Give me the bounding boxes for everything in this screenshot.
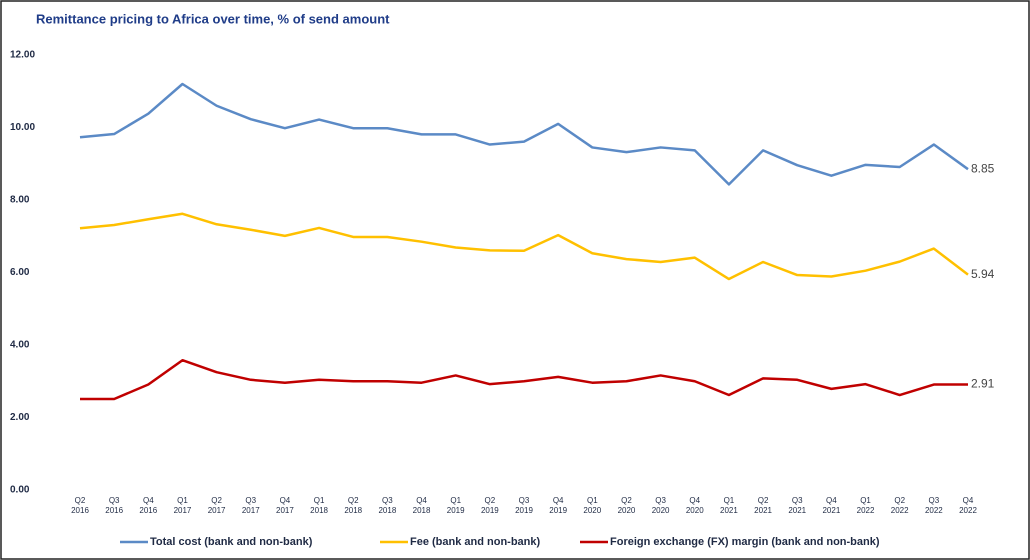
- x-tick-label: Q2: [621, 496, 632, 505]
- x-tick-label: 2016: [71, 506, 89, 515]
- x-tick-label: 2020: [652, 506, 670, 515]
- legend-label: Foreign exchange (FX) margin (bank and n…: [610, 536, 880, 548]
- series-line: [79, 82, 969, 186]
- x-tick-label: 2022: [925, 506, 943, 515]
- chart-title: Remittance pricing to Africa over time, …: [36, 11, 390, 26]
- legend-label: Total cost (bank and non-bank): [150, 536, 313, 548]
- x-tick-label: Q3: [655, 496, 666, 505]
- x-tick-label: 2016: [139, 506, 157, 515]
- x-tick-label: Q3: [109, 496, 120, 505]
- x-tick-label: 2021: [754, 506, 772, 515]
- x-tick-label: Q3: [792, 496, 803, 505]
- x-tick-label: 2019: [549, 506, 567, 515]
- end-label: 8.85: [971, 161, 995, 175]
- x-tick-label: 2016: [105, 506, 123, 515]
- end-label: 5.94: [971, 267, 995, 281]
- x-tick-label: Q4: [826, 496, 837, 505]
- x-tick-label: 2022: [857, 506, 875, 515]
- legend-label: Fee (bank and non-bank): [410, 536, 541, 548]
- series-line: [80, 358, 968, 401]
- x-tick-label: 2018: [344, 506, 362, 515]
- x-tick-label: 2018: [413, 506, 431, 515]
- x-tick-label: Q1: [314, 496, 325, 505]
- x-tick-label: Q4: [143, 496, 154, 505]
- y-tick-label: 4.00: [10, 340, 30, 351]
- x-tick-label: 2022: [891, 506, 909, 515]
- x-tick-label: 2017: [276, 506, 294, 515]
- y-tick-label: 8.00: [10, 195, 30, 206]
- x-tick-label: Q1: [587, 496, 598, 505]
- y-tick-label: 0.00: [10, 485, 30, 496]
- x-tick-label: 2020: [618, 506, 636, 515]
- x-tick-label: 2018: [378, 506, 396, 515]
- x-tick-label: 2017: [208, 506, 226, 515]
- x-tick-label: 2018: [310, 506, 328, 515]
- x-tick-label: 2021: [788, 506, 806, 515]
- x-tick-label: Q2: [485, 496, 496, 505]
- x-tick-label: Q3: [929, 496, 940, 505]
- series-line: [79, 212, 969, 281]
- x-tick-label: Q4: [280, 496, 291, 505]
- x-tick-label: 2021: [822, 506, 840, 515]
- y-tick-label: 6.00: [10, 267, 30, 278]
- x-tick-label: Q3: [382, 496, 393, 505]
- x-tick-label: 2017: [174, 506, 192, 515]
- x-tick-label: Q2: [75, 496, 86, 505]
- x-tick-label: Q4: [689, 496, 700, 505]
- y-tick-label: 12.00: [10, 50, 35, 61]
- y-tick-label: 2.00: [10, 412, 30, 423]
- x-tick-label: Q2: [211, 496, 222, 505]
- x-tick-label: 2019: [515, 506, 533, 515]
- x-tick-label: Q2: [348, 496, 359, 505]
- x-tick-label: Q4: [553, 496, 564, 505]
- x-tick-label: Q1: [450, 496, 461, 505]
- x-tick-label: 2019: [481, 506, 499, 515]
- x-tick-label: 2020: [583, 506, 601, 515]
- x-tick-label: 2017: [242, 506, 260, 515]
- x-tick-label: Q1: [860, 496, 871, 505]
- x-tick-label: 2020: [686, 506, 704, 515]
- x-tick-label: 2022: [959, 506, 977, 515]
- end-label: 2.91: [971, 377, 995, 391]
- x-tick-label: Q1: [177, 496, 188, 505]
- x-tick-label: Q2: [758, 496, 769, 505]
- x-tick-label: 2021: [720, 506, 738, 515]
- x-tick-label: Q3: [245, 496, 256, 505]
- x-tick-label: Q1: [724, 496, 735, 505]
- x-tick-label: Q4: [416, 496, 427, 505]
- x-tick-label: Q3: [519, 496, 530, 505]
- x-tick-label: Q2: [894, 496, 905, 505]
- x-tick-label: Q4: [963, 496, 974, 505]
- y-tick-label: 10.00: [10, 122, 35, 133]
- x-tick-label: 2019: [447, 506, 465, 515]
